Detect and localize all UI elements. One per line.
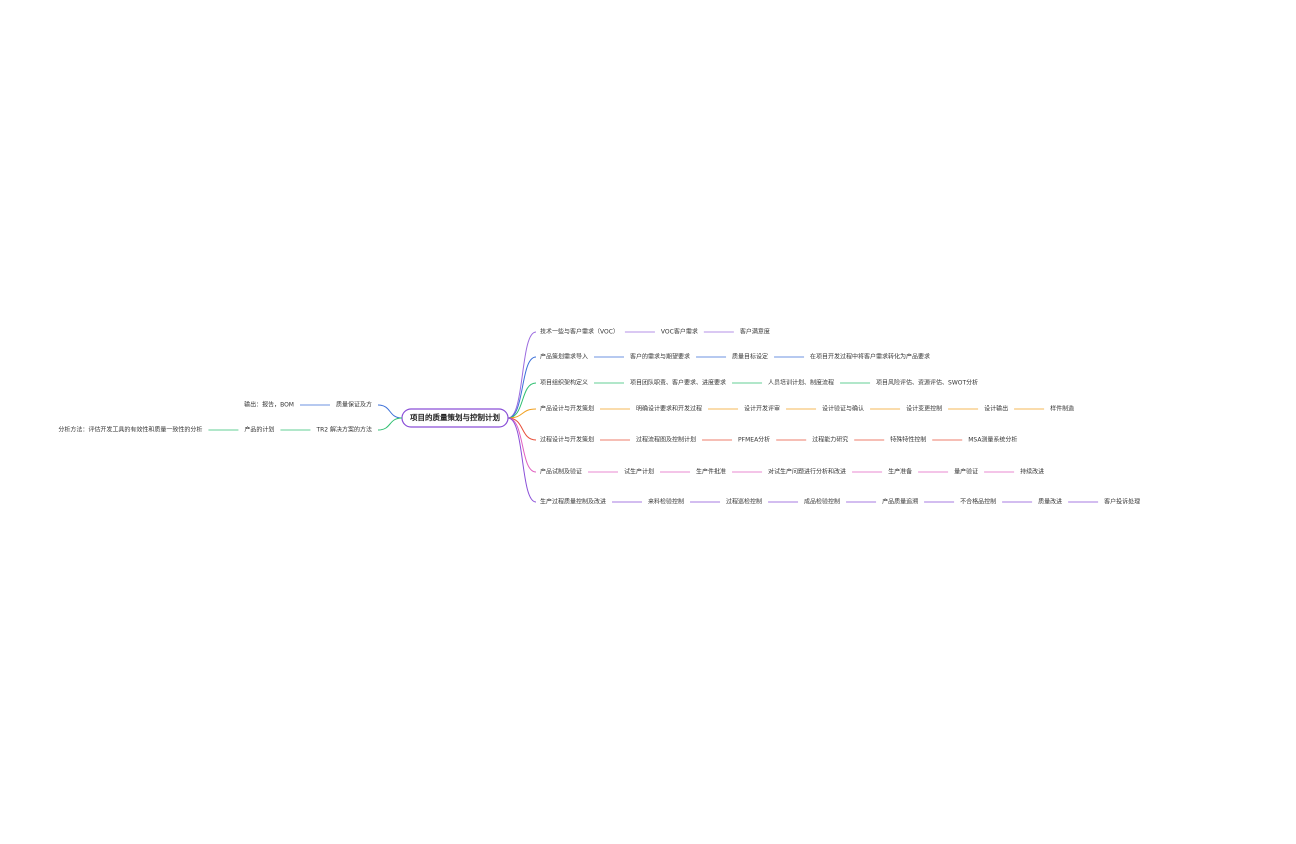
child-label: 分析方法：评估开发工具的有效性和质量一致性的分析: [58, 426, 202, 434]
child-label: VOC客户需求: [661, 328, 698, 336]
child-label: 质量改进: [1038, 498, 1062, 506]
center-label: 项目的质量策划与控制计划: [410, 412, 500, 422]
child-label: 客户满意度: [740, 328, 770, 336]
branch-curve: [507, 356, 537, 419]
branch-curve: [507, 417, 537, 503]
child-label: 产品质量追溯: [882, 498, 918, 506]
branch-label: 生产过程质量控制及改进: [540, 498, 606, 506]
child-label: 项目团队职责、客户要求、进度要求: [630, 379, 726, 387]
branch-curve: [377, 404, 403, 419]
branch-curve: [507, 331, 537, 419]
branch-label: TR2 解决方案的方法: [315, 426, 372, 434]
child-label: 设计验证与确认: [822, 405, 864, 413]
child-label: 不合格品控制: [960, 498, 996, 506]
child-label: 客户投诉处理: [1104, 498, 1140, 506]
child-label: 过程流程图及控制计划: [636, 436, 696, 444]
child-label: 设计开发评审: [744, 405, 780, 413]
branch-label: 质量保证及方: [336, 401, 372, 409]
child-label: 持续改进: [1020, 468, 1044, 476]
child-label: 明确设计要求和开发过程: [636, 405, 702, 413]
child-label: 试生产计划: [624, 468, 654, 476]
child-label: PFMEA分析: [738, 436, 770, 444]
child-label: 生产准备: [888, 468, 912, 476]
branch-label: 过程设计与开发策划: [540, 436, 594, 444]
branch-label: 产品策划需求导入: [540, 353, 588, 361]
child-label: 在项目开发过程中将客户需求转化为产品要求: [810, 353, 930, 361]
branch-curve: [507, 417, 537, 441]
child-label: 质量目标设定: [732, 353, 768, 361]
branch-label: 产品试制及验证: [540, 468, 582, 476]
child-label: 生产件批准: [696, 468, 726, 476]
child-label: 成品检验控制: [804, 498, 840, 506]
child-label: 客户的需求与期望要求: [630, 353, 690, 361]
branch-label: 产品设计与开发策划: [540, 405, 594, 413]
branch-label: 项目组织架构定义: [540, 379, 588, 387]
branch-curve: [507, 417, 537, 473]
child-label: 过程能力研究: [812, 436, 848, 444]
child-label: 来料检验控制: [648, 498, 684, 506]
child-label: 人员培训计划、制度流程: [768, 379, 834, 387]
child-label: 对试生产问题进行分析和改进: [768, 468, 846, 476]
branch-curve: [507, 382, 537, 419]
branch-curve: [507, 408, 537, 419]
child-label: 项目风险评估、资源评估、SWOT分析: [876, 379, 978, 387]
child-label: 特殊特性控制: [890, 436, 926, 444]
child-label: 样件制造: [1050, 405, 1074, 413]
child-label: MSA测量系统分析: [968, 436, 1017, 444]
child-label: 产品的计划: [244, 426, 274, 434]
branch-label: 技术一些与客户需求（VOC）: [540, 328, 619, 336]
child-label: 输出：报告，BOM: [244, 401, 294, 409]
child-label: 设计变更控制: [906, 405, 942, 413]
branch-curve: [377, 417, 403, 431]
child-label: 设计输出: [984, 405, 1008, 413]
child-label: 量产验证: [954, 468, 978, 476]
child-label: 过程巡检控制: [726, 498, 762, 506]
